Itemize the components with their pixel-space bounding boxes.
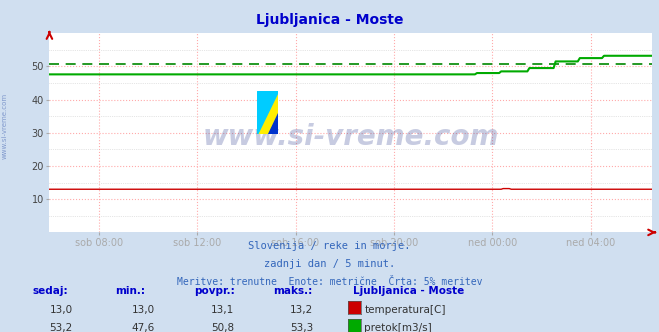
Text: povpr.:: povpr.: [194,286,235,296]
Text: temperatura[C]: temperatura[C] [364,305,446,315]
Text: maks.:: maks.: [273,286,313,296]
Text: 53,2: 53,2 [49,323,72,332]
Text: sedaj:: sedaj: [33,286,69,296]
Text: 13,2: 13,2 [290,305,313,315]
Text: min.:: min.: [115,286,146,296]
Text: Meritve: trenutne  Enote: metrične  Črta: 5% meritev: Meritve: trenutne Enote: metrične Črta: … [177,277,482,287]
Text: 13,0: 13,0 [49,305,72,315]
Polygon shape [257,91,278,134]
Text: 13,0: 13,0 [132,305,155,315]
Text: pretok[m3/s]: pretok[m3/s] [364,323,432,332]
Polygon shape [268,113,278,134]
Text: 13,1: 13,1 [211,305,234,315]
Text: www.si-vreme.com: www.si-vreme.com [1,93,8,159]
Text: Ljubljanica - Moste: Ljubljanica - Moste [353,286,464,296]
Text: 47,6: 47,6 [132,323,155,332]
Polygon shape [257,91,278,134]
Text: zadnji dan / 5 minut.: zadnji dan / 5 minut. [264,259,395,269]
Text: www.si-vreme.com: www.si-vreme.com [203,123,499,151]
Text: 53,3: 53,3 [290,323,313,332]
Text: Slovenija / reke in morje.: Slovenija / reke in morje. [248,241,411,251]
Text: Ljubljanica - Moste: Ljubljanica - Moste [256,13,403,27]
Text: 50,8: 50,8 [211,323,234,332]
